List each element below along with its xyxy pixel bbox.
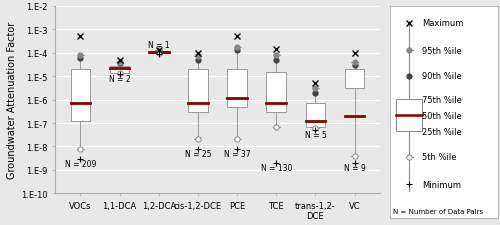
Bar: [149, 52, 169, 54]
Text: 95th %ile: 95th %ile: [422, 47, 462, 56]
Text: N = Number of Data Pairs: N = Number of Data Pairs: [393, 208, 484, 214]
Text: 25th %ile: 25th %ile: [422, 127, 462, 136]
Text: N = 37: N = 37: [224, 149, 250, 158]
Bar: [345, 70, 364, 89]
Text: 5th %ile: 5th %ile: [422, 152, 457, 161]
Bar: [228, 70, 247, 107]
Text: Maximum: Maximum: [422, 19, 464, 28]
Text: N = 2: N = 2: [109, 75, 130, 84]
Text: N = 1: N = 1: [148, 40, 170, 49]
Bar: [110, 66, 130, 73]
Text: Minimum: Minimum: [422, 180, 461, 189]
Text: N = 209: N = 209: [65, 159, 96, 168]
Text: 50th %ile: 50th %ile: [422, 111, 462, 120]
Bar: [70, 70, 90, 122]
Bar: [306, 104, 325, 127]
Bar: [396, 100, 422, 132]
Y-axis label: Groundwater Attenuation Factor: Groundwater Attenuation Factor: [6, 22, 16, 178]
Text: 75th %ile: 75th %ile: [422, 95, 462, 104]
Text: N = 9: N = 9: [344, 163, 365, 172]
Text: N = 25: N = 25: [184, 149, 211, 158]
Text: 90th %ile: 90th %ile: [422, 72, 462, 81]
Text: N = 130: N = 130: [260, 163, 292, 172]
Text: N = 5: N = 5: [304, 130, 326, 140]
Bar: [266, 73, 286, 112]
Bar: [188, 70, 208, 112]
